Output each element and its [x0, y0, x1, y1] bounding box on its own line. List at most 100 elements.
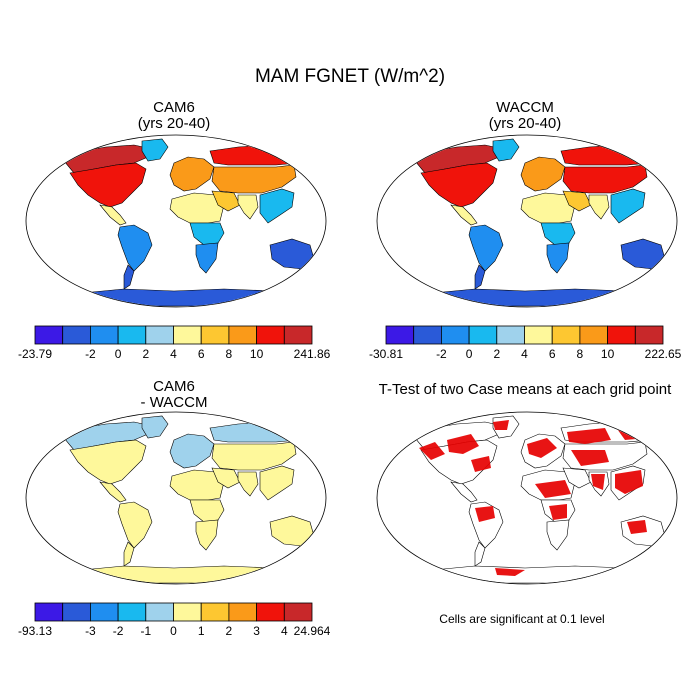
panel-title-line1: WACCM — [496, 99, 554, 116]
colorbar-box — [62, 325, 91, 345]
colorbar-box — [200, 602, 230, 622]
colorbar-label: 6 — [549, 347, 556, 361]
region-india — [588, 194, 610, 220]
colorbar-label: -23.79 — [18, 347, 52, 361]
region-south-america-south — [123, 541, 135, 567]
panel-title-line1: CAM6 — [153, 378, 195, 395]
colorbar-box — [228, 325, 257, 345]
map-ttest — [376, 411, 678, 585]
colorbar-box — [117, 602, 147, 622]
region-north-africa — [169, 469, 225, 501]
region-central-asia — [211, 441, 297, 471]
region-central-america — [99, 204, 127, 226]
region-south-america-south — [123, 264, 135, 290]
panel-title-line2: - WACCM — [140, 394, 208, 411]
landmass-middle-east — [562, 467, 592, 489]
colorbar-waccm: -30.81 -2 0 2 4 6 8 10 222.65 — [369, 325, 682, 361]
colorbar-box — [34, 602, 64, 622]
region-europe — [520, 156, 566, 192]
significant-region — [447, 434, 479, 454]
significant-region — [627, 520, 647, 534]
region-central-asia — [211, 164, 297, 194]
region-greenland — [492, 138, 520, 162]
significant-region — [493, 420, 509, 430]
landmass-central-america — [450, 481, 478, 503]
region-greenland — [141, 415, 169, 439]
map-waccm — [376, 134, 678, 308]
region-north-america — [420, 162, 498, 208]
significant-region — [615, 470, 643, 494]
region-north-america — [69, 162, 147, 208]
region-europe — [169, 156, 215, 192]
region-north-africa — [169, 192, 225, 224]
colorbar-label: -1 — [140, 624, 151, 638]
colorbar-label: 2 — [226, 624, 233, 638]
colorbar-box — [34, 325, 64, 345]
significant-region — [527, 438, 557, 458]
significant-region — [419, 442, 445, 460]
colorbar-box — [173, 602, 202, 622]
region-southeast-asia — [259, 188, 295, 224]
colorbar-box — [256, 602, 285, 622]
significant-region — [475, 506, 495, 522]
region-north-america — [69, 439, 147, 485]
colorbar-box — [145, 602, 174, 622]
colorbar-box — [283, 325, 313, 345]
colorbar-label: 241.86 — [294, 347, 331, 361]
map-cam6 — [25, 134, 327, 308]
region-middle-east — [211, 190, 241, 212]
colorbar-box — [62, 602, 91, 622]
colorbar-label: -3 — [85, 624, 96, 638]
colorbar-label: 6 — [198, 347, 205, 361]
significant-region — [591, 474, 605, 490]
colorbar-box — [496, 325, 525, 345]
colorbar-label: 24.964 — [294, 624, 331, 638]
colorbar-box — [468, 325, 498, 345]
region-south-america — [117, 501, 153, 549]
colorbar-diff: -93.13 -3 -2 -1 0 1 2 3 4 24.964 — [18, 602, 331, 638]
colorbar-cam6: -23.79 -2 0 2 4 6 8 10 241.86 — [18, 325, 331, 361]
colorbar-label: -30.81 — [369, 347, 403, 361]
colorbar-label: -2 — [85, 347, 96, 361]
colorbar-label: 2 — [142, 347, 149, 361]
colorbar-box — [117, 325, 147, 345]
colorbar-box — [283, 602, 313, 622]
landmass-southern-africa — [546, 519, 570, 551]
significant-region — [471, 456, 491, 472]
region-greenland — [141, 138, 169, 162]
region-central-america — [450, 204, 478, 226]
region-southeast-asia — [610, 188, 646, 224]
colorbar-label: 4 — [281, 624, 288, 638]
colorbar-label: -2 — [436, 347, 447, 361]
colorbar-label: 2 — [493, 347, 500, 361]
significant-region — [567, 428, 611, 444]
panel-title-diff: CAM6 - WACCM — [24, 379, 324, 411]
colorbar-box — [634, 325, 664, 345]
region-southern-africa — [195, 519, 219, 551]
colorbar-box — [441, 325, 470, 345]
colorbar-label: 10 — [250, 347, 264, 361]
panel-title-line1: CAM6 — [153, 99, 195, 116]
colorbar-box — [90, 325, 119, 345]
region-india — [237, 471, 259, 497]
map-diff — [25, 411, 327, 585]
region-europe — [169, 433, 215, 469]
panel-title-cam6: CAM6 (yrs 20-40) — [24, 100, 324, 132]
panel-title-line2: (yrs 20-40) — [137, 115, 211, 132]
significant-region — [549, 504, 567, 520]
figure-title: MAM FGNET (W/m^2) — [254, 66, 446, 87]
region-india — [237, 194, 259, 220]
colorbar-label: 8 — [226, 347, 233, 361]
colorbar-box — [413, 325, 442, 345]
colorbar-label: 3 — [253, 624, 260, 638]
colorbar-box — [551, 325, 581, 345]
colorbar-label: -2 — [113, 624, 124, 638]
colorbar-label: 0 — [466, 347, 473, 361]
colorbar-label: 10 — [601, 347, 615, 361]
colorbar-label: 4 — [170, 347, 177, 361]
significant-region — [495, 568, 525, 576]
colorbar-box — [90, 602, 119, 622]
panel-title-line2: (yrs 20-40) — [488, 115, 562, 132]
region-north-africa — [520, 192, 576, 224]
region-south-america-south — [474, 264, 486, 290]
